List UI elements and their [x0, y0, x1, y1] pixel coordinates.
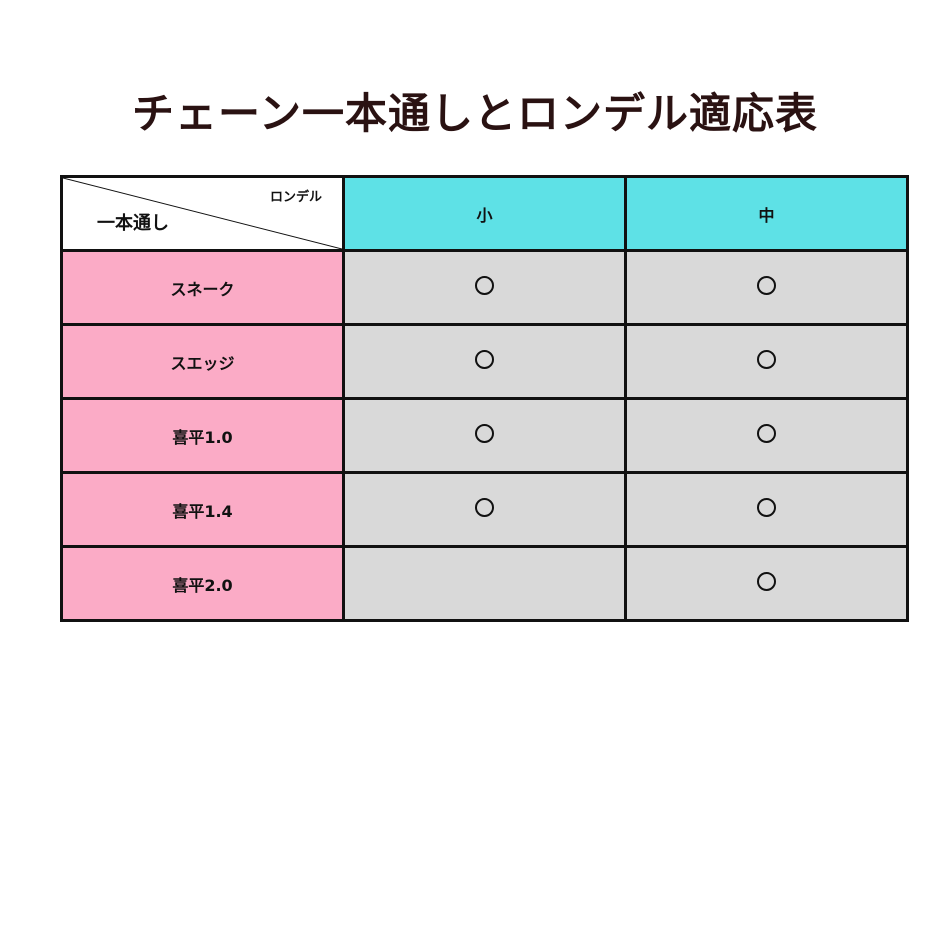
table-row: 喜平2.0	[60, 545, 909, 622]
table-cell	[624, 545, 909, 622]
row-header: スネーク	[60, 249, 345, 326]
table-cell	[342, 545, 627, 622]
column-axis-label: ロンデル	[269, 190, 322, 205]
circle-mark-icon	[757, 350, 776, 369]
table-cell	[342, 249, 627, 326]
table-row: スネーク	[60, 249, 909, 326]
header-row: ロンデル 一本通し 小 中	[60, 175, 909, 252]
table-cell	[342, 323, 627, 400]
circle-mark-icon	[757, 276, 776, 295]
table-cell	[624, 471, 909, 548]
row-header: 喜平1.4	[60, 471, 345, 548]
column-header: 中	[624, 175, 909, 252]
corner-cell: ロンデル 一本通し	[60, 175, 345, 252]
circle-mark-icon	[757, 572, 776, 591]
circle-mark-icon	[475, 424, 494, 443]
page-title: チェーン一本通しとロンデル適応表	[132, 89, 818, 138]
row-header: 喜平2.0	[60, 545, 345, 622]
table-row: 喜平1.4	[60, 471, 909, 548]
table-cell	[624, 397, 909, 474]
circle-mark-icon	[475, 350, 494, 369]
table-cell	[624, 323, 909, 400]
compatibility-table: ロンデル 一本通し 小 中 スネーク スエッジ 喜平1.0 喜平1.4 喜平2.0	[60, 175, 909, 622]
table-row: スエッジ	[60, 323, 909, 400]
circle-mark-icon	[757, 498, 776, 517]
diagonal-divider	[63, 178, 342, 249]
column-header: 小	[342, 175, 627, 252]
row-header: 喜平1.0	[60, 397, 345, 474]
table-cell	[342, 397, 627, 474]
table-row: 喜平1.0	[60, 397, 909, 474]
table-cell	[342, 471, 627, 548]
circle-mark-icon	[475, 498, 494, 517]
row-header: スエッジ	[60, 323, 345, 400]
table-cell	[624, 249, 909, 326]
row-axis-label: 一本通し	[97, 213, 169, 234]
circle-mark-icon	[475, 276, 494, 295]
circle-mark-icon	[757, 424, 776, 443]
